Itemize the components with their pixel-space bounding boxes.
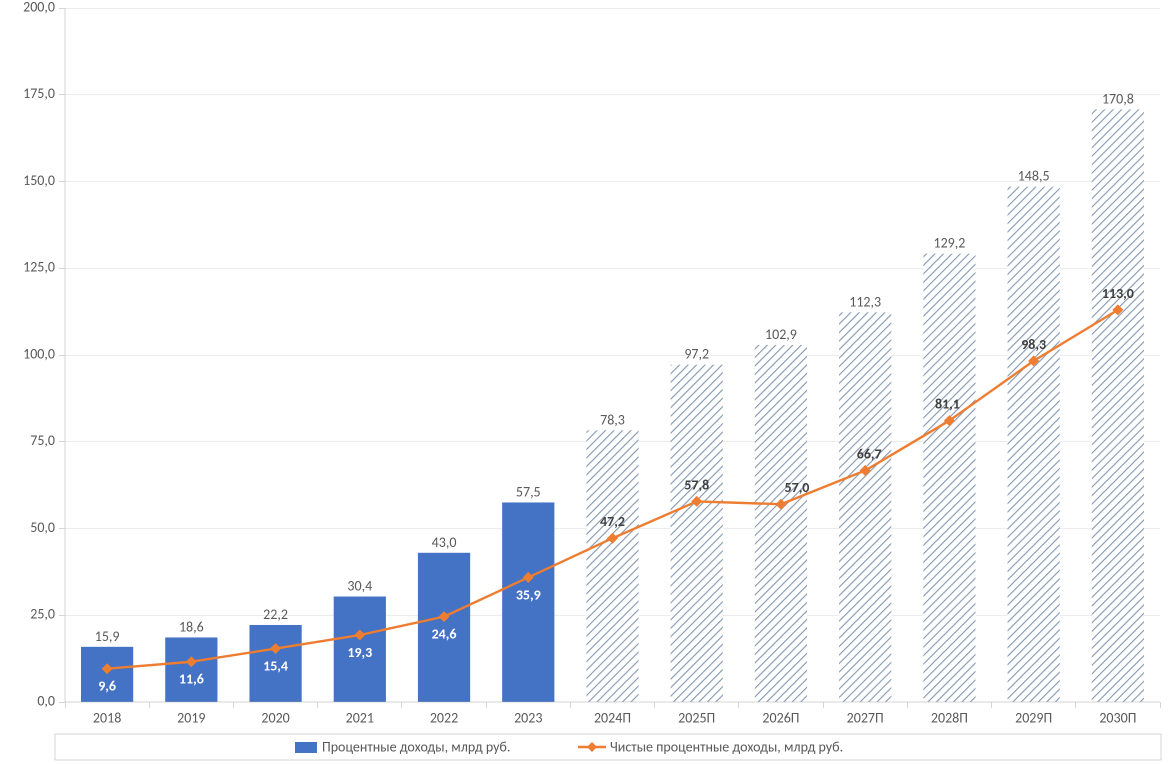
x-axis-label: 2022 bbox=[430, 709, 458, 726]
line-value-label: 66,7 bbox=[857, 446, 882, 463]
y-axis-label: 200,0 bbox=[23, 0, 55, 15]
line-value-label: 81,1 bbox=[935, 396, 960, 413]
bar bbox=[165, 637, 217, 702]
bar bbox=[923, 254, 975, 702]
legend-box bbox=[55, 734, 1161, 760]
line-value-label: 19,3 bbox=[347, 644, 372, 661]
y-axis-label: 125,0 bbox=[23, 259, 55, 276]
legend-label: Процентные доходы, млрд руб. bbox=[322, 738, 510, 755]
x-axis-label: 2029П bbox=[1015, 709, 1052, 726]
x-axis-label: 2030П bbox=[1099, 709, 1136, 726]
y-axis-label: 25,0 bbox=[30, 606, 55, 623]
x-axis-label: 2027П bbox=[847, 709, 884, 726]
x-axis-label: 2024П bbox=[594, 709, 631, 726]
y-axis-label: 150,0 bbox=[23, 172, 55, 189]
bar-value-label: 170,8 bbox=[1102, 90, 1134, 107]
line-value-label: 11,6 bbox=[179, 671, 204, 688]
bar-value-label: 129,2 bbox=[933, 235, 965, 252]
x-axis-label: 2021 bbox=[346, 709, 374, 726]
bar-value-label: 148,5 bbox=[1018, 168, 1050, 185]
y-axis-label: 175,0 bbox=[23, 85, 55, 102]
bar-value-label: 97,2 bbox=[684, 346, 709, 363]
x-axis-label: 2028П bbox=[931, 709, 968, 726]
bar-value-label: 102,9 bbox=[765, 326, 797, 343]
y-axis-label: 75,0 bbox=[30, 432, 55, 449]
legend-label: Чистые процентные доходы, млрд руб. bbox=[610, 738, 843, 755]
bar-value-label: 57,5 bbox=[516, 483, 541, 500]
legend-swatch-marker bbox=[587, 742, 597, 752]
line-value-label: 113,0 bbox=[1102, 285, 1134, 302]
line-value-label: 57,8 bbox=[684, 476, 709, 493]
bar bbox=[586, 430, 638, 702]
x-axis-label: 2026П bbox=[762, 709, 799, 726]
line-value-label: 47,2 bbox=[600, 513, 625, 530]
line-value-label: 98,3 bbox=[1021, 336, 1046, 353]
line-value-label: 9,6 bbox=[98, 678, 116, 695]
x-axis-label: 2023 bbox=[514, 709, 542, 726]
bar-value-label: 112,3 bbox=[849, 293, 881, 310]
bar-value-label: 22,2 bbox=[263, 606, 288, 623]
legend-swatch-bar bbox=[295, 742, 317, 753]
y-axis-label: 0,0 bbox=[37, 692, 55, 709]
bars bbox=[81, 109, 1144, 702]
bar bbox=[755, 345, 807, 702]
bar bbox=[1008, 187, 1060, 702]
line-value-label: 35,9 bbox=[516, 586, 541, 603]
x-axis-label: 2025П bbox=[678, 709, 715, 726]
bar-value-label: 15,9 bbox=[95, 628, 120, 645]
line-value-label: 57,0 bbox=[785, 479, 810, 496]
bar bbox=[1092, 109, 1144, 702]
x-axis-label: 2019 bbox=[177, 709, 205, 726]
y-axis-label: 100,0 bbox=[23, 345, 55, 362]
x-axis-label: 2020 bbox=[261, 709, 289, 726]
line-value-label: 24,6 bbox=[432, 626, 457, 643]
y-axis-label: 50,0 bbox=[30, 519, 55, 536]
x-axis-label: 2018 bbox=[93, 709, 121, 726]
bar-value-label: 43,0 bbox=[432, 534, 457, 551]
line-value-label: 15,4 bbox=[263, 658, 288, 675]
bar bbox=[671, 365, 723, 702]
bar bbox=[839, 312, 891, 702]
revenue-chart: 0,0 25,0 50,0 75,0 100,0 125,0 150,0 175,0 200,0… bbox=[0, 0, 1169, 764]
bar-value-label: 78,3 bbox=[600, 411, 625, 428]
bar-value-label: 18,6 bbox=[179, 618, 204, 635]
bar-value-label: 30,4 bbox=[347, 578, 372, 595]
